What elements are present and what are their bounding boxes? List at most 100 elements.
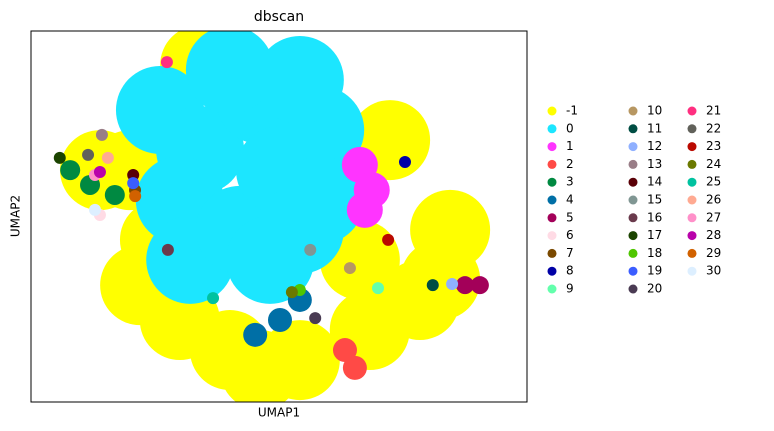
legend-marker — [687, 248, 697, 258]
legend-label: 15 — [647, 193, 662, 207]
cluster-blob — [446, 278, 459, 291]
cluster-blob — [346, 191, 383, 228]
legend-marker — [628, 195, 638, 205]
legend-marker — [547, 159, 557, 169]
cluster-blob — [129, 190, 142, 203]
legend-label: 10 — [647, 104, 662, 118]
cluster-blob — [343, 262, 356, 275]
legend-label: 29 — [706, 246, 721, 260]
legend-marker — [547, 124, 557, 134]
legend-marker — [628, 213, 638, 223]
legend-marker — [547, 284, 557, 294]
cluster-blob — [127, 177, 140, 190]
cluster-blob — [285, 286, 298, 299]
legend-marker — [628, 142, 638, 152]
legend-label: 23 — [706, 139, 721, 153]
legend-marker — [547, 213, 557, 223]
legend-label: -1 — [566, 104, 578, 118]
legend-label: 0 — [566, 121, 574, 135]
legend-label: 24 — [706, 157, 721, 171]
legend-label: 30 — [706, 264, 721, 278]
legend-marker — [628, 177, 638, 187]
x-axis-label: UMAP1 — [258, 406, 300, 420]
cluster-blob — [220, 330, 301, 402]
legend-label: 27 — [706, 210, 721, 224]
legend-label: 9 — [566, 282, 574, 296]
cluster-blob — [104, 184, 125, 205]
cluster-blob — [470, 276, 489, 295]
legend-marker — [687, 266, 697, 276]
cluster-blob — [243, 322, 268, 347]
y-axis-label: UMAP2 — [9, 195, 23, 237]
legend-marker — [547, 266, 557, 276]
legend-label: 26 — [706, 193, 721, 207]
cluster-blob — [276, 156, 365, 245]
legend-marker — [687, 213, 697, 223]
legend-marker — [547, 142, 557, 152]
cluster-blob — [372, 282, 385, 295]
cluster-blob — [226, 215, 315, 304]
legend-label: 12 — [647, 139, 662, 153]
legend-label: 18 — [647, 246, 662, 260]
legend-marker — [628, 106, 638, 116]
chart-title: dbscan — [254, 9, 304, 25]
legend-label: 2 — [566, 157, 574, 171]
legend-marker — [547, 177, 557, 187]
cluster-blob — [207, 292, 220, 305]
legend-marker — [628, 266, 638, 276]
cluster-blob — [160, 56, 173, 69]
legend-marker — [687, 195, 697, 205]
cluster-blob — [332, 338, 357, 363]
cluster-blob — [82, 148, 95, 161]
legend-marker — [547, 231, 557, 241]
legend-label: 1 — [566, 139, 574, 153]
legend-label: 3 — [566, 175, 574, 189]
cluster-blob — [400, 239, 481, 320]
legend-marker — [628, 159, 638, 169]
legend-label: 20 — [647, 282, 662, 296]
legend-label: 22 — [706, 121, 721, 135]
legend-label: 21 — [706, 104, 721, 118]
cluster-blob — [456, 276, 474, 295]
legend-marker — [628, 231, 638, 241]
legend-marker — [687, 177, 697, 187]
legend-marker — [547, 248, 557, 258]
cluster-blob — [95, 128, 108, 141]
legend-label: 19 — [647, 264, 662, 278]
legend-label: 5 — [566, 210, 574, 224]
legend-marker — [628, 124, 638, 134]
legend-marker — [687, 231, 697, 241]
legend-label: 8 — [566, 264, 574, 278]
cluster-blob — [161, 243, 174, 256]
plot-frame — [30, 30, 528, 403]
cluster-blob — [101, 151, 114, 164]
legend-label: 16 — [647, 210, 662, 224]
legend-label: 28 — [706, 228, 721, 242]
cluster-blob — [309, 312, 322, 325]
cluster-blob — [267, 308, 292, 333]
legend-marker — [628, 248, 638, 258]
cluster-blob — [398, 155, 411, 168]
cluster-blob — [342, 355, 367, 380]
legend-label: 4 — [566, 193, 574, 207]
legend-label: 11 — [647, 121, 662, 135]
legend-marker — [687, 159, 697, 169]
legend-marker — [547, 106, 557, 116]
points-layer — [53, 31, 491, 402]
legend-marker — [687, 124, 697, 134]
legend-marker — [547, 195, 557, 205]
legend-label: 17 — [647, 228, 662, 242]
cluster-blob — [304, 243, 317, 256]
legend-label: 13 — [647, 157, 662, 171]
legend-label: 25 — [706, 175, 721, 189]
legend: -101234567891011121314151617181920212223… — [547, 104, 721, 296]
legend-marker — [687, 106, 697, 116]
legend-marker — [628, 284, 638, 294]
cluster-blob — [53, 151, 66, 164]
legend-label: 6 — [566, 228, 574, 242]
cluster-blob — [93, 165, 106, 178]
cluster-blob — [185, 31, 274, 114]
legend-label: 7 — [566, 246, 574, 260]
